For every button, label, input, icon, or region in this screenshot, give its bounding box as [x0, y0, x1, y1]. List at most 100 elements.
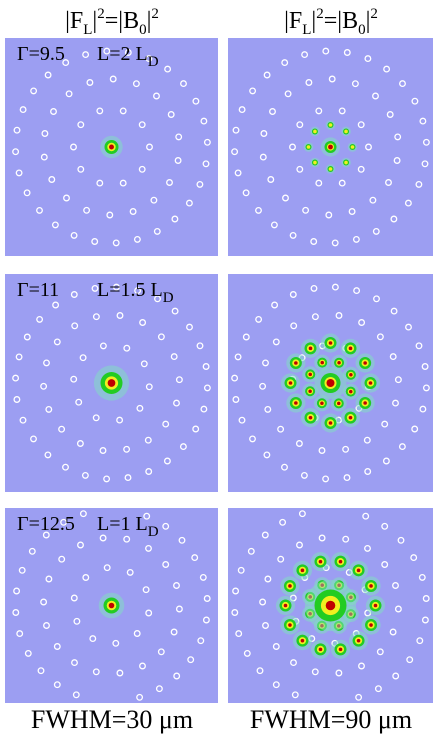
- ring-dot: [394, 376, 402, 384]
- ring-dot: [237, 566, 245, 574]
- ring-dot: [277, 555, 285, 563]
- ring-dot: [96, 179, 104, 187]
- ring-dot: [358, 662, 365, 670]
- ring-dot: [103, 564, 111, 572]
- ring-dot: [139, 662, 146, 670]
- yellow: [344, 160, 348, 165]
- ring-dot: [192, 97, 200, 105]
- ring-dot: [150, 196, 158, 204]
- ring-dot: [53, 338, 61, 346]
- length-label: L=2 LD: [97, 43, 159, 70]
- ring-dot: [45, 405, 53, 413]
- ring-dot: [170, 628, 178, 636]
- ring-dot: [242, 189, 250, 197]
- ring-dot: [13, 587, 21, 595]
- ring-dot: [70, 291, 78, 298]
- ring-dot: [13, 126, 21, 134]
- header-sup: 2: [97, 6, 105, 22]
- red: [337, 401, 341, 406]
- red: [326, 379, 335, 387]
- ring-dot: [162, 561, 170, 568]
- red: [349, 389, 353, 394]
- ring-dot: [77, 541, 84, 549]
- yellow: [313, 129, 317, 134]
- yellow: [313, 160, 317, 165]
- ring-dot: [144, 436, 152, 444]
- red: [338, 647, 343, 652]
- ring-dot: [91, 238, 99, 245]
- ring-dot: [140, 360, 148, 368]
- ring-dot: [82, 51, 90, 59]
- ring-dot: [145, 544, 152, 552]
- ring-dot: [145, 609, 153, 617]
- ring-dot: [132, 80, 140, 88]
- red: [294, 361, 298, 365]
- ring-dot: [289, 231, 297, 239]
- red: [294, 401, 298, 405]
- yellow: [350, 145, 355, 149]
- red: [288, 584, 292, 588]
- ring-dot: [99, 534, 107, 542]
- column-footer: FWHM=90 μm: [250, 705, 412, 734]
- red: [325, 600, 336, 611]
- ring-dot: [322, 47, 330, 55]
- ring-dot: [112, 239, 120, 247]
- ring-dot: [242, 333, 250, 341]
- ring-dot: [322, 475, 330, 483]
- ring-dot: [15, 169, 23, 177]
- ring-dot: [262, 622, 269, 629]
- ring-dot: [116, 416, 124, 424]
- ring-dot: [123, 445, 131, 453]
- panel: [228, 508, 433, 703]
- red: [368, 381, 373, 385]
- ring-dot: [72, 691, 80, 699]
- ring-dot: [202, 160, 210, 168]
- ring-dot: [76, 440, 84, 447]
- ring-dot: [16, 630, 24, 638]
- ring-dot: [247, 547, 255, 555]
- ring-dot: [351, 80, 359, 88]
- ring-dot: [415, 180, 423, 188]
- ring-dot: [202, 616, 210, 624]
- ring-dot: [281, 463, 288, 471]
- ring-dot: [364, 55, 372, 63]
- red: [328, 341, 333, 345]
- ring-dot: [282, 194, 289, 202]
- ring-dot: [264, 575, 272, 583]
- ring-dot: [79, 510, 87, 518]
- ring-dot: [154, 295, 161, 303]
- ring-dot: [138, 121, 146, 129]
- ring-dot: [106, 211, 114, 219]
- ring-dot: [40, 382, 48, 390]
- ring-dot: [143, 512, 151, 520]
- red: [320, 401, 324, 406]
- ring-dot: [43, 359, 50, 367]
- header-sup: 2: [316, 6, 324, 22]
- ring-dot: [393, 157, 401, 164]
- panel: Γ=12.5 L=1 LD: [5, 508, 218, 703]
- header-sup: 2: [370, 6, 378, 22]
- ring-dot: [231, 148, 239, 156]
- red: [348, 415, 353, 420]
- panel: [228, 274, 433, 492]
- ring-dot: [40, 153, 48, 161]
- ring-dot: [24, 649, 32, 657]
- ring-dot: [52, 301, 60, 309]
- ring-dot: [86, 79, 94, 86]
- ring-dot: [284, 90, 292, 98]
- red: [308, 389, 312, 394]
- ring-dot: [305, 79, 313, 86]
- header-part: |: [147, 8, 152, 34]
- ring-dot: [232, 126, 240, 134]
- ring-dot: [129, 208, 137, 215]
- ring-dot: [249, 435, 256, 443]
- ring-dot: [325, 211, 333, 219]
- header-sub: 0: [139, 22, 147, 38]
- ring-dot: [357, 121, 365, 129]
- ring-dot: [235, 630, 243, 638]
- ring-dot: [263, 451, 271, 459]
- ring-dot: [374, 685, 382, 693]
- ring-dot: [170, 353, 178, 361]
- red: [300, 638, 305, 643]
- ring-dot: [298, 510, 306, 518]
